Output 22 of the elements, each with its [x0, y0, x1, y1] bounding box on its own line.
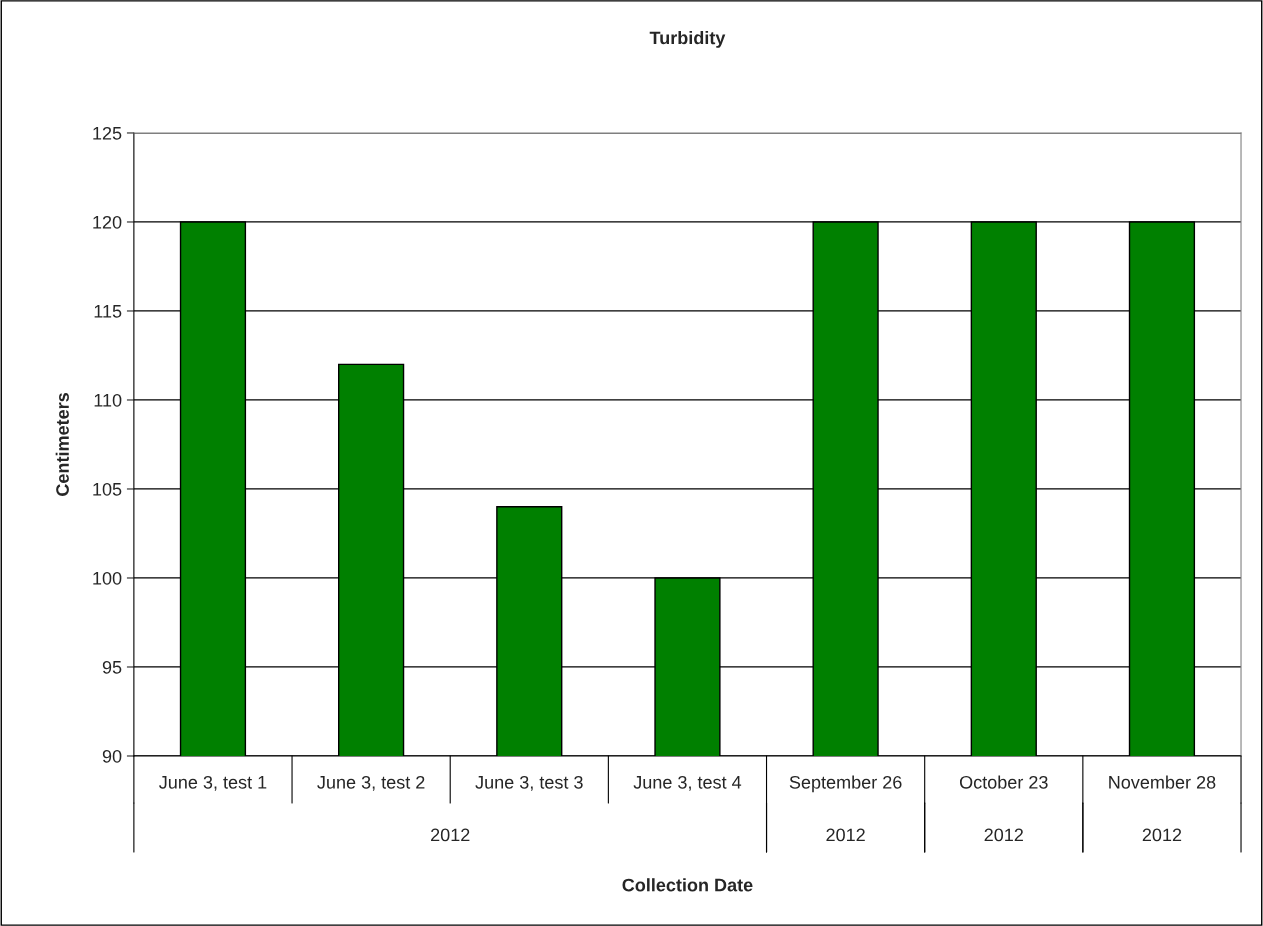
y-tick-label: 90 [102, 749, 122, 763]
chart-title: Turbidity [649, 31, 726, 48]
x-tick-label: June 3, test 2 [317, 775, 425, 791]
x-tick-label: November 28 [1109, 775, 1216, 789]
y-tick-label: 100 [93, 571, 122, 585]
y-tick-label: 120 [93, 215, 122, 229]
y-tick-label: 110 [94, 393, 122, 407]
x-tick-label: June 3, test 1 [159, 775, 267, 791]
text: 2012 [826, 828, 865, 842]
x-axis-title: Collection Date [622, 878, 753, 892]
text: 2012 [984, 828, 1023, 842]
x-tick-label: June 3, test 4 [633, 775, 742, 791]
x-tick-label: September 26 [789, 775, 902, 793]
y-tick-label: 115 [94, 305, 122, 318]
x-tick-label: June 3, test 3 [475, 775, 583, 791]
y-tick-label: 105 [93, 482, 122, 496]
y-tick-label: 125 [93, 126, 122, 140]
y-tick-label: 95 [102, 660, 122, 674]
x-tick-label: October 23 [959, 775, 1048, 789]
text: 2012 [1142, 828, 1182, 842]
text: 2012 [431, 828, 470, 842]
y-axis-title: Centimeters [55, 393, 69, 496]
